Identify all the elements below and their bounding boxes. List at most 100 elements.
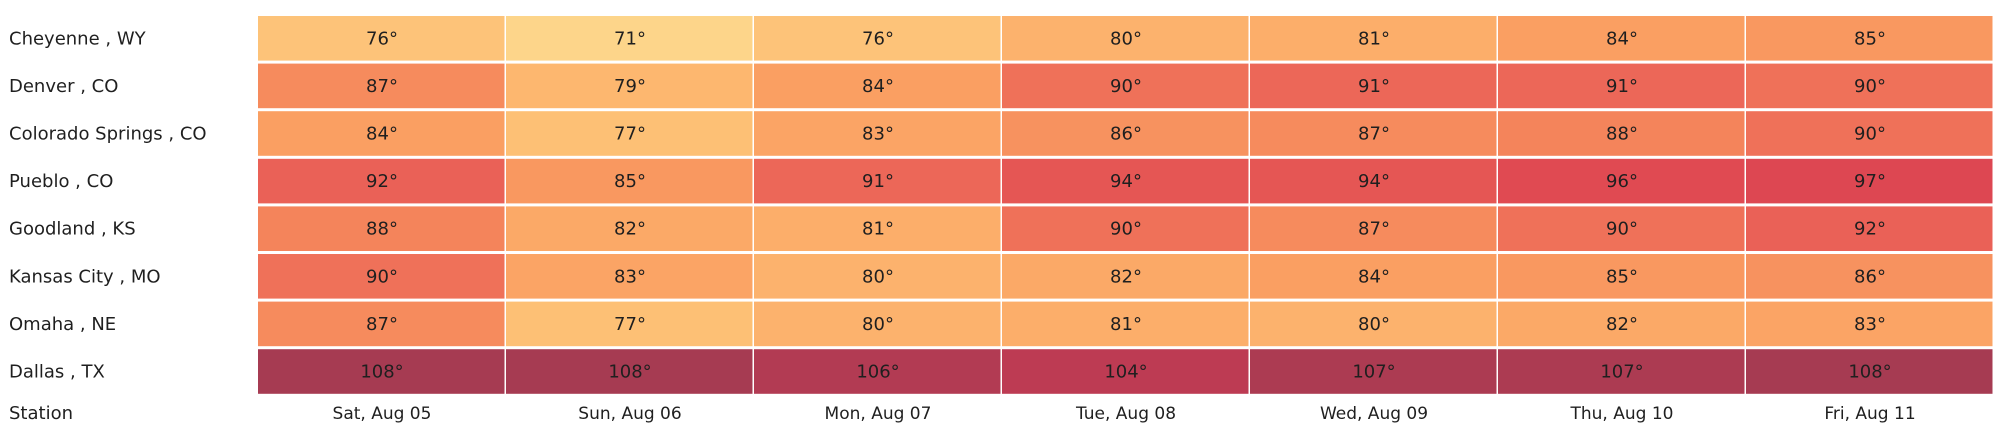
- heatmap-cell: [506, 158, 753, 204]
- heatmap-cells: 76° 71° 76° 80° 81° 84° 85° 87° 79° 84° 90° 91° 91° 9…: [258, 16, 1993, 394]
- heatmap-cell: [1250, 349, 1497, 394]
- cell-value-label: 85°: [1854, 28, 1886, 49]
- station-label: Goodland , KS: [9, 219, 136, 240]
- heatmap-cell: [258, 206, 505, 251]
- heatmap-cell: [1002, 158, 1249, 204]
- heatmap-cell: [1250, 16, 1497, 61]
- cell-value-label: 91°: [862, 171, 894, 192]
- heatmap-cell: [1498, 254, 1745, 299]
- date-label: Sun, Aug 06: [578, 404, 681, 424]
- cell-value-label: 90°: [1854, 124, 1886, 145]
- cell-value-label: 79°: [614, 76, 646, 97]
- cell-value-label: 77°: [614, 124, 646, 145]
- cell-value-label: 97°: [1854, 171, 1886, 192]
- heatmap-cell: [1002, 63, 1249, 109]
- heatmap-cell: [506, 111, 753, 156]
- cell-value-label: 84°: [366, 124, 398, 145]
- cell-value-label: 87°: [1358, 124, 1390, 145]
- heatmap-cell: [1002, 254, 1249, 299]
- cell-value-label: 86°: [1110, 124, 1142, 145]
- cell-value-label: 94°: [1110, 171, 1142, 192]
- heatmap-cell: [1498, 16, 1745, 61]
- heatmap-cell: [1498, 111, 1745, 156]
- heatmap-cell: [506, 301, 753, 347]
- heatmap-cell: [506, 206, 753, 251]
- date-label: Tue, Aug 08: [1075, 404, 1176, 424]
- date-label: Sat, Aug 05: [333, 404, 432, 424]
- cell-value-label: 80°: [862, 266, 894, 287]
- station-label: Omaha , NE: [9, 314, 116, 335]
- cell-value-label: 87°: [1358, 219, 1390, 240]
- heatmap-cell: [506, 16, 753, 61]
- heatmap-cell: [506, 254, 753, 299]
- heatmap-cell: [258, 111, 505, 156]
- station-label: Colorado Springs , CO: [9, 124, 207, 145]
- heatmap-cell: [1002, 111, 1249, 156]
- heatmap-cell: [1250, 63, 1497, 109]
- cell-value-label: 108°: [360, 362, 403, 383]
- heatmap-cell: [1250, 301, 1497, 347]
- heatmap-cell: [1746, 63, 1993, 109]
- cell-value-label: 106°: [856, 362, 899, 383]
- heatmap-cell: [754, 301, 1001, 347]
- cell-value-label: 88°: [1606, 124, 1638, 145]
- heatmap-cell: [1250, 158, 1497, 204]
- heatmap-cell: [258, 254, 505, 299]
- cell-value-label: 91°: [1606, 76, 1638, 97]
- cell-value-label: 86°: [1854, 266, 1886, 287]
- heatmap-cell: [1746, 16, 1993, 61]
- cell-value-label: 82°: [1606, 314, 1638, 335]
- station-label: Kansas City , MO: [9, 266, 161, 287]
- heatmap-cell: [506, 349, 753, 394]
- heatmap-cell: [1498, 349, 1745, 394]
- heatmap-cell: [754, 111, 1001, 156]
- heatmap-cell: [754, 158, 1001, 204]
- station-labels: Cheyenne , WY Denver , CO Colorado Springs…: [9, 28, 207, 382]
- heatmap-cell: [1746, 301, 1993, 347]
- cell-value-label: 77°: [614, 314, 646, 335]
- cell-value-label: 82°: [1110, 266, 1142, 287]
- cell-value-label: 71°: [614, 28, 646, 49]
- heatmap-cell: [258, 349, 505, 394]
- date-label: Mon, Aug 07: [825, 404, 932, 424]
- cell-value-label: 87°: [366, 76, 398, 97]
- heatmap-cell: [754, 16, 1001, 61]
- heatmap-cell: [754, 254, 1001, 299]
- cell-value-label: 92°: [1854, 219, 1886, 240]
- cell-value-label: 107°: [1600, 362, 1643, 383]
- heatmap-cell: [1002, 206, 1249, 251]
- cell-value-label: 88°: [366, 219, 398, 240]
- cell-value-label: 87°: [366, 314, 398, 335]
- heatmap-cell: [1746, 206, 1993, 251]
- date-labels: Sat, Aug 05 Sun, Aug 06 Mon, Aug 07 Tue, Au…: [333, 404, 1916, 424]
- cell-value-label: 81°: [1110, 314, 1142, 335]
- cell-value-label: 80°: [862, 314, 894, 335]
- cell-value-label: 84°: [1358, 266, 1390, 287]
- cell-value-label: 76°: [862, 28, 894, 49]
- cell-value-label: 96°: [1606, 171, 1638, 192]
- cell-value-label: 104°: [1104, 362, 1147, 383]
- cell-value-label: 108°: [1848, 362, 1891, 383]
- cell-value-label: 81°: [1358, 28, 1390, 49]
- cell-value-label: 85°: [614, 171, 646, 192]
- cell-value-label: 90°: [1110, 219, 1142, 240]
- cell-value-label: 83°: [862, 124, 894, 145]
- cell-value-label: 80°: [1110, 28, 1142, 49]
- heatmap-cell: [1498, 206, 1745, 251]
- heatmap-cell: [1250, 206, 1497, 251]
- heatmap-cell: [1002, 301, 1249, 347]
- cell-value-label: 76°: [366, 28, 398, 49]
- date-label: Thu, Aug 10: [1570, 404, 1674, 424]
- date-label: Wed, Aug 09: [1320, 404, 1428, 424]
- cell-value-label: 90°: [1606, 219, 1638, 240]
- cell-value-label: 84°: [862, 76, 894, 97]
- heatmap-cell: [1746, 111, 1993, 156]
- heatmap-cell: [1002, 349, 1249, 394]
- heatmap-cell: [1746, 254, 1993, 299]
- cell-value-label: 80°: [1358, 314, 1390, 335]
- cell-value-label: 90°: [366, 266, 398, 287]
- heatmap-cell: [1746, 158, 1993, 204]
- cell-value-label: 82°: [614, 219, 646, 240]
- heatmap-cell: [1498, 158, 1745, 204]
